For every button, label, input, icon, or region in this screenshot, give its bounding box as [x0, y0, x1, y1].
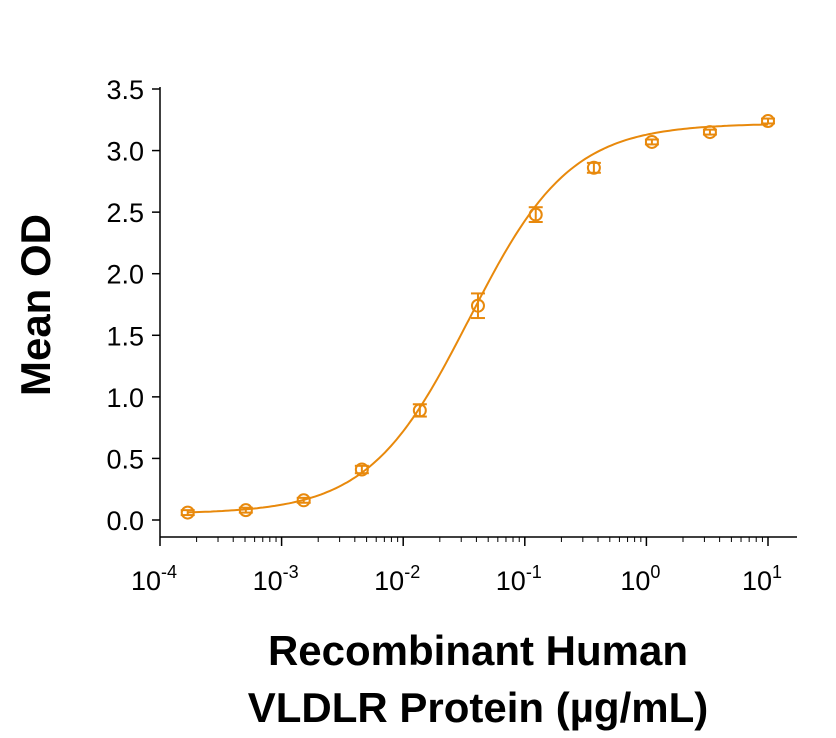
data-point: [238, 503, 253, 518]
x-tick-exponent: -3: [283, 562, 299, 582]
y-ticks: 0.0 0.5 1.0 1.5 2.0 2.5 3.0 3.5: [106, 75, 160, 536]
point-marker: [238, 503, 253, 518]
x-tick-exponent: -1: [526, 562, 542, 582]
data-point: [702, 125, 717, 140]
point-marker: [586, 160, 601, 175]
x-tick-base: 10: [742, 566, 772, 596]
x-tick-base: 10: [253, 566, 283, 596]
data-point: [180, 505, 195, 520]
x-axis-label-line-2: VLDLR Protein (µg/mL): [248, 684, 709, 731]
data-points: [180, 114, 775, 520]
y-tick-label: 0.0: [106, 506, 144, 536]
y-tick-label: 3.0: [106, 137, 144, 167]
x-tick-label: 10-2: [374, 562, 420, 596]
data-point: [586, 160, 601, 175]
point-marker: [702, 125, 717, 140]
y-tick-label: 3.5: [106, 75, 144, 105]
data-point: [470, 292, 485, 320]
x-tick-label: 10-1: [496, 562, 542, 596]
x-tick-exponent: -2: [404, 562, 420, 582]
data-point: [412, 403, 427, 418]
x-tick-exponent: 1: [772, 562, 782, 582]
x-tick-label: 100: [620, 562, 660, 596]
point-marker: [644, 134, 659, 149]
data-point: [761, 114, 775, 129]
y-tick-label: 1.5: [106, 321, 144, 351]
y-axis-label: Mean OD: [12, 214, 59, 396]
point-marker: [354, 462, 369, 477]
x-ticks: 10-4 10-3 10-2 10-1 100 101: [131, 537, 782, 596]
point-marker: [180, 505, 195, 520]
point-marker: [296, 493, 311, 508]
x-tick-exponent: -4: [161, 562, 177, 582]
axes: [159, 87, 797, 538]
x-tick-base: 10: [620, 566, 650, 596]
point-marker: [761, 114, 775, 129]
y-tick-label: 2.0: [106, 260, 144, 290]
data-point: [644, 134, 659, 149]
point-marker: [470, 298, 485, 313]
data-point: [296, 493, 311, 508]
x-tick-label: 101: [742, 562, 782, 596]
x-tick-label: 10-4: [131, 562, 177, 596]
data-point: [528, 206, 543, 223]
x-tick-exponent: 0: [650, 562, 660, 582]
y-tick-label: 1.0: [106, 383, 144, 413]
data-point: [354, 462, 369, 477]
x-tick-base: 10: [496, 566, 526, 596]
x-tick-label: 10-3: [253, 562, 299, 596]
point-marker: [412, 403, 427, 418]
x-tick-base: 10: [374, 566, 404, 596]
point-marker: [528, 207, 543, 222]
y-tick-label: 0.5: [106, 444, 144, 474]
x-tick-base: 10: [131, 566, 161, 596]
y-tick-label: 2.5: [106, 198, 144, 228]
x-axis-label-line-1: Recombinant Human: [268, 627, 688, 674]
